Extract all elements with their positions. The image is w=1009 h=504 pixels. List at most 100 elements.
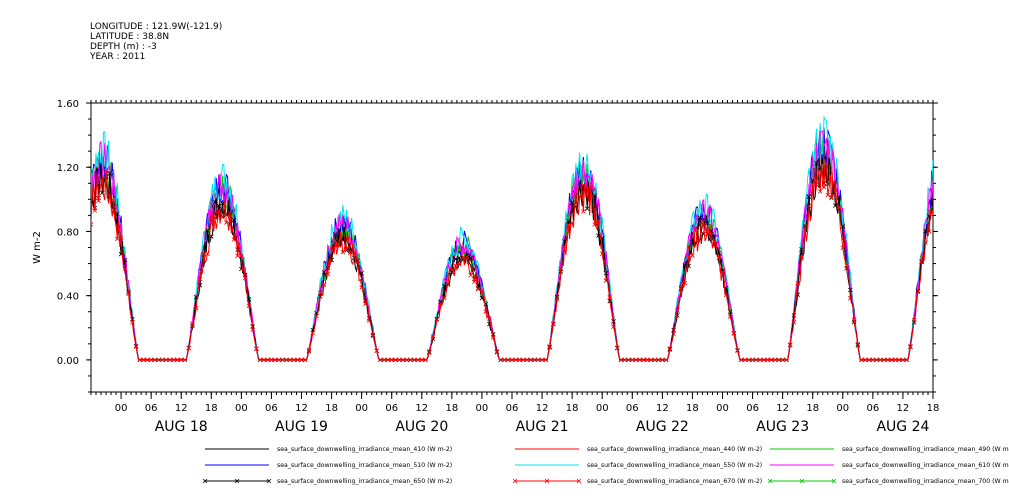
series-marker <box>449 267 455 273</box>
series-marker <box>148 357 154 363</box>
x-tick-label: 06 <box>265 403 278 414</box>
series-marker <box>321 282 327 288</box>
series-marker <box>690 236 695 241</box>
series-marker <box>539 357 545 363</box>
series-marker <box>453 256 458 262</box>
series-marker <box>599 251 605 257</box>
series-marker <box>502 357 507 363</box>
series-marker <box>175 357 180 363</box>
series-marker <box>874 357 879 363</box>
series-marker <box>630 357 635 363</box>
series-marker <box>577 180 582 185</box>
series-marker <box>91 222 94 227</box>
series-marker <box>107 171 113 176</box>
year-label: YEAR : 2011 <box>90 52 146 62</box>
legend-label: sea_surface_downwelling_irradiance_mean_… <box>842 446 1009 453</box>
series-marker <box>848 287 853 293</box>
series-marker <box>648 357 654 363</box>
x-tick-label: 18 <box>325 403 338 414</box>
legend-label: sea_surface_downwelling_irradiance_mean_… <box>587 462 762 469</box>
x-tick-label: 00 <box>235 403 248 414</box>
legend-label: sea_surface_downwelling_irradiance_mean_… <box>277 446 452 453</box>
series-marker <box>464 253 470 258</box>
series-marker <box>900 357 906 363</box>
series-marker <box>551 321 556 327</box>
series-marker <box>727 314 733 319</box>
series-marker <box>806 203 812 209</box>
series-marker <box>911 317 917 323</box>
series-marker <box>404 357 410 363</box>
series-marker <box>832 180 838 185</box>
series-marker <box>291 357 297 363</box>
series-marker <box>569 220 575 225</box>
series-marker <box>513 357 519 363</box>
series-marker <box>581 209 586 214</box>
latitude-label: LATITUDE : 38.8N <box>90 32 170 42</box>
series-marker <box>321 269 327 275</box>
series-marker <box>239 253 244 259</box>
series-marker <box>791 313 797 318</box>
series-marker <box>366 318 372 324</box>
series-marker <box>235 253 240 259</box>
series-marker <box>780 357 785 363</box>
series-marker <box>310 330 316 336</box>
series-marker <box>220 214 225 220</box>
series-marker <box>814 182 819 187</box>
series-marker <box>216 208 222 214</box>
series-marker <box>675 308 680 313</box>
series-marker <box>870 357 876 363</box>
series-marker <box>430 334 436 339</box>
series-marker <box>325 265 331 271</box>
y-tick-label: 1.20 <box>57 163 79 174</box>
series-marker <box>396 357 402 363</box>
series-marker <box>197 276 203 282</box>
series-marker <box>96 198 101 204</box>
series-marker <box>825 192 831 198</box>
x-tick-label: 12 <box>897 403 910 414</box>
series-marker <box>284 357 289 363</box>
series-marker <box>498 357 504 363</box>
series-marker <box>859 357 864 363</box>
series-marker <box>705 226 710 232</box>
series-marker <box>453 263 458 268</box>
series-marker <box>701 231 706 237</box>
series-marker <box>919 258 925 264</box>
series-marker <box>881 357 887 363</box>
series-marker <box>201 251 207 257</box>
series-marker <box>701 223 706 228</box>
x-tick-label: 06 <box>626 403 639 414</box>
legend-marker <box>831 478 837 484</box>
series-marker <box>908 344 913 350</box>
x-tick-label: 18 <box>445 403 458 414</box>
series-marker <box>122 257 128 263</box>
series-marker <box>299 357 304 363</box>
series-marker <box>411 357 417 363</box>
series-marker <box>885 357 891 363</box>
series-marker <box>554 296 560 301</box>
series-marker <box>182 357 188 363</box>
series-marker <box>475 286 481 292</box>
series-marker <box>802 224 808 229</box>
series-marker <box>363 301 368 307</box>
y-tick-label: 0.40 <box>57 292 79 303</box>
series-marker <box>637 357 643 363</box>
series-marker <box>596 218 601 223</box>
series-marker <box>442 295 447 301</box>
series-marker <box>893 357 898 363</box>
series-marker <box>641 357 646 363</box>
series-marker <box>442 283 447 289</box>
x-tick-label: 00 <box>355 403 368 414</box>
series-marker <box>723 292 729 298</box>
series-marker <box>216 203 222 208</box>
series-marker <box>735 348 740 354</box>
series-marker <box>460 254 466 260</box>
series-marker <box>667 347 673 352</box>
x-tick-label: 06 <box>506 403 519 414</box>
series-marker <box>851 317 857 323</box>
x-tick-label: 00 <box>596 403 609 414</box>
series-marker <box>750 357 755 363</box>
y-axis-label: W m-2 <box>32 231 43 264</box>
series-marker <box>141 357 146 363</box>
series-marker <box>603 278 609 283</box>
series-marker <box>878 357 883 363</box>
